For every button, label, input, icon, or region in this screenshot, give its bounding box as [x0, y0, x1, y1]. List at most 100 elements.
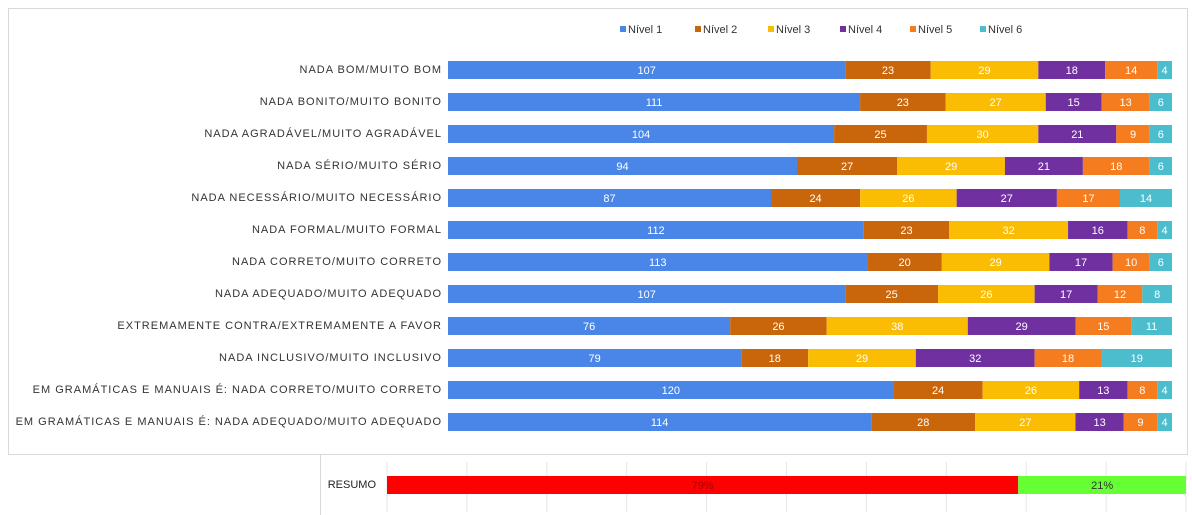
bar-segment: [826, 317, 968, 335]
bar-segment: [448, 253, 868, 271]
value-label: 8: [1154, 289, 1160, 301]
value-label: 6: [1158, 161, 1164, 173]
value-label: 13: [1119, 97, 1131, 109]
value-label: 6: [1158, 129, 1164, 141]
bar-segment: [1123, 413, 1158, 431]
value-label: 11: [1146, 321, 1157, 333]
value-label: 6: [1158, 257, 1164, 269]
legend-label: Nível 5: [918, 24, 952, 36]
bar-segment: [1082, 157, 1150, 175]
value-label: 4: [1162, 225, 1168, 237]
value-label: 8: [1139, 225, 1145, 237]
bar-segment: [893, 381, 983, 399]
value-label: 30: [977, 129, 989, 141]
category-label: EM GRAMÁTICAS E MANUAIS É: NADA ADEQUADO…: [16, 415, 442, 428]
bar-segment: [741, 349, 809, 367]
bar-segment: [930, 61, 1039, 79]
value-label: 17: [1060, 289, 1072, 301]
bar-segment: [834, 125, 927, 143]
value-label: 24: [932, 385, 944, 397]
bar-segment: [1157, 221, 1172, 239]
bar-segment: [1075, 413, 1124, 431]
bar-segment: [941, 253, 1050, 271]
bar-segment: [1127, 381, 1158, 399]
bar-segment: [1034, 349, 1102, 367]
value-label: 9: [1130, 129, 1136, 141]
bar-segment: [1004, 157, 1083, 175]
value-label: 26: [772, 321, 784, 333]
bar-segment: [730, 317, 827, 335]
value-label: 18: [1062, 353, 1074, 365]
value-label: 94: [616, 161, 628, 173]
bar-segment: [975, 413, 1076, 431]
legend-swatch: [695, 26, 701, 32]
bar-segment: [915, 349, 1035, 367]
legend-swatch: [620, 26, 626, 32]
bar-segment: [1056, 189, 1121, 207]
value-label: 12: [1114, 289, 1126, 301]
value-label: 27: [841, 161, 853, 173]
bar-segment: [448, 189, 772, 207]
bar-segment: [867, 253, 942, 271]
bar-segment: [448, 125, 835, 143]
value-label: 16: [1092, 225, 1104, 237]
value-label: 10: [1125, 257, 1137, 269]
value-label: 26: [980, 289, 992, 301]
bar-segment: [448, 285, 846, 303]
category-label: EXTREMAMENTE CONTRA/EXTREMAMENTE A FAVOR: [117, 320, 442, 332]
bar-segment: [448, 93, 861, 111]
value-label: 76: [583, 321, 595, 333]
bar-segment: [1149, 157, 1172, 175]
category-label: NADA SÉRIO/MUITO SÉRIO: [277, 159, 442, 172]
value-label: 32: [969, 353, 981, 365]
bar-segment: [448, 221, 864, 239]
bar-segment: [1157, 61, 1172, 79]
value-label: 120: [662, 385, 680, 397]
bar-segment: [956, 189, 1057, 207]
category-label: RESUMO: [328, 479, 377, 491]
value-label: 21%: [1091, 480, 1113, 492]
value-label: 20: [899, 257, 911, 269]
bar-segment: [1068, 221, 1128, 239]
bar-segment: [845, 61, 931, 79]
value-label: 27: [1019, 417, 1031, 429]
value-label: 13: [1097, 385, 1109, 397]
category-label: NADA INCLUSIVO/MUITO INCLUSIVO: [219, 352, 442, 364]
bar-segment: [1049, 253, 1113, 271]
bar-segment: [938, 285, 1035, 303]
value-label: 6: [1158, 97, 1164, 109]
value-label: 18: [1110, 161, 1122, 173]
value-label: 107: [637, 289, 655, 301]
legend-label: Nível 4: [848, 24, 882, 36]
value-label: 32: [1003, 225, 1015, 237]
bar-segment: [1079, 381, 1128, 399]
bar-segment: [1038, 125, 1117, 143]
legend-swatch: [840, 26, 846, 32]
chart-frame: [8, 8, 1188, 455]
value-label: 29: [945, 161, 957, 173]
bar-segment: [945, 93, 1046, 111]
value-label: 17: [1082, 193, 1094, 205]
legend-label: Nível 1: [628, 24, 662, 36]
category-label: EM GRAMÁTICAS E MANUAIS É: NADA CORRETO/…: [33, 383, 442, 396]
bar-segment: [1105, 61, 1158, 79]
value-label: 104: [632, 129, 650, 141]
value-label: 29: [990, 257, 1002, 269]
bar-segment: [1157, 381, 1172, 399]
bar-segment: [1045, 93, 1102, 111]
bar-segment: [871, 413, 976, 431]
value-label: 14: [1125, 65, 1137, 77]
value-label: 19: [1131, 353, 1143, 365]
bar-segment: [982, 381, 1080, 399]
bar-segment: [860, 189, 957, 207]
bar-segment: [1116, 125, 1150, 143]
value-label: 87: [603, 193, 615, 205]
legend-swatch: [910, 26, 916, 32]
bar-segment: [860, 93, 946, 111]
value-label: 26: [1025, 385, 1037, 397]
value-label: 29: [1016, 321, 1028, 333]
bar-segment: [949, 221, 1069, 239]
value-label: 25: [886, 289, 898, 301]
